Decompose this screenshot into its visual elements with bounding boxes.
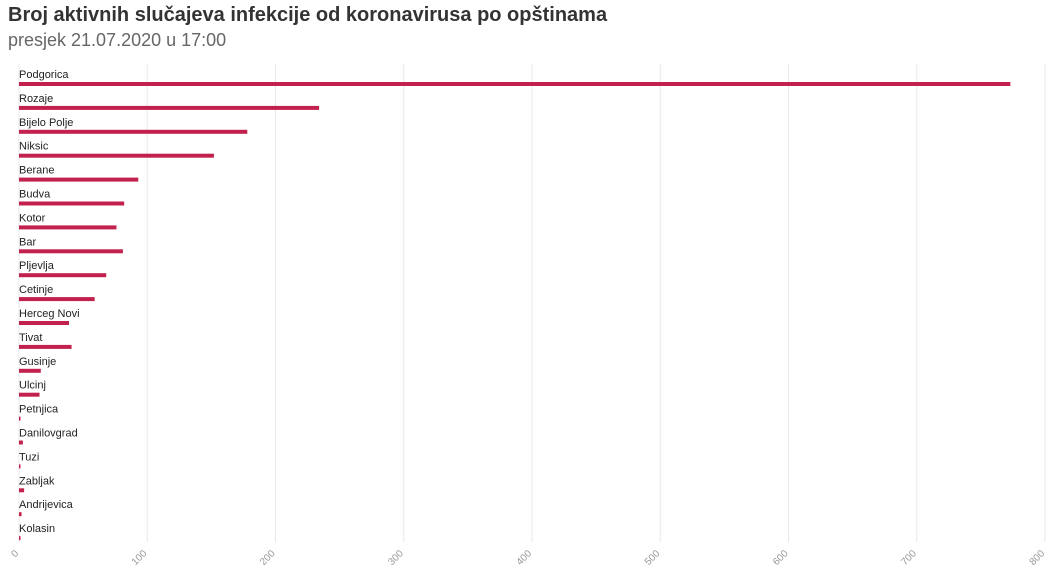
x-tick-label: 300 [386,548,406,568]
category-label: Gusinje [19,356,56,368]
bar-bijelo-polje [19,129,248,134]
bar-ulcinj [19,392,40,397]
category-label: Ulcinj [19,380,46,392]
category-label: Zabljak [19,475,55,487]
category-label: Danilovgrad [19,428,78,440]
bar-kolasin [19,536,21,541]
bar-podgorica [19,82,1011,86]
category-label: Tuzi [19,451,39,463]
bar-danilovgrad [19,440,23,445]
bar-zabljak [19,488,25,493]
x-tick-label: 400 [515,548,535,568]
category-label: Tivat [19,332,42,344]
category-label: Bar [19,236,36,248]
x-tick-label: 0 [9,548,21,560]
category-label: Bijelo Polje [19,117,73,129]
category-label: Herceg Novi [19,308,80,320]
x-tick-label: 600 [771,548,791,568]
x-tick-label: 200 [258,548,278,568]
category-label: Andrijevica [19,499,74,511]
bar-tuzi [19,464,21,469]
x-tick-label: 700 [899,548,919,568]
x-tick-label: 800 [1028,548,1048,568]
bar-tivat [19,344,72,349]
chart-subtitle: presjek 21.07.2020 u 17:00 [8,30,227,50]
x-axis-ticks: 0 100 200 300 400 500 600 700 800 [9,548,1047,568]
category-label: Pljevlja [19,260,55,272]
bar-niksic [19,153,214,158]
category-label: Rozaje [19,93,53,105]
category-label: Petnjica [19,404,59,416]
bars [19,82,1011,541]
grid-lines [18,64,1046,542]
category-labels: Podgorica Rozaje Bijelo Polje Niksic Berane B… [19,69,80,535]
category-label: Cetinje [19,284,53,296]
bar-petnjica [19,416,21,421]
category-label: Podgorica [19,69,69,81]
bar-rozaje [19,105,320,110]
x-tick-label: 100 [130,548,150,568]
bar-gusinje [19,368,41,373]
bar-pljevlja [19,273,107,278]
x-tick-label: 500 [643,548,663,568]
bar-bar [19,249,123,254]
bar-cetinje [19,297,95,302]
category-label: Berane [19,165,54,177]
category-label: Niksic [19,141,49,153]
bar-kotor [19,225,117,230]
chart-title: Broj aktivnih slučajeva infekcije od kor… [8,4,608,26]
bar-berane [19,177,139,182]
bar-herceg-novi [19,321,70,325]
bar-budva [19,201,125,206]
category-label: Kolasin [19,523,55,535]
category-label: Budva [19,189,51,201]
bar-andrijevica [19,512,22,517]
category-label: Kotor [19,212,46,224]
